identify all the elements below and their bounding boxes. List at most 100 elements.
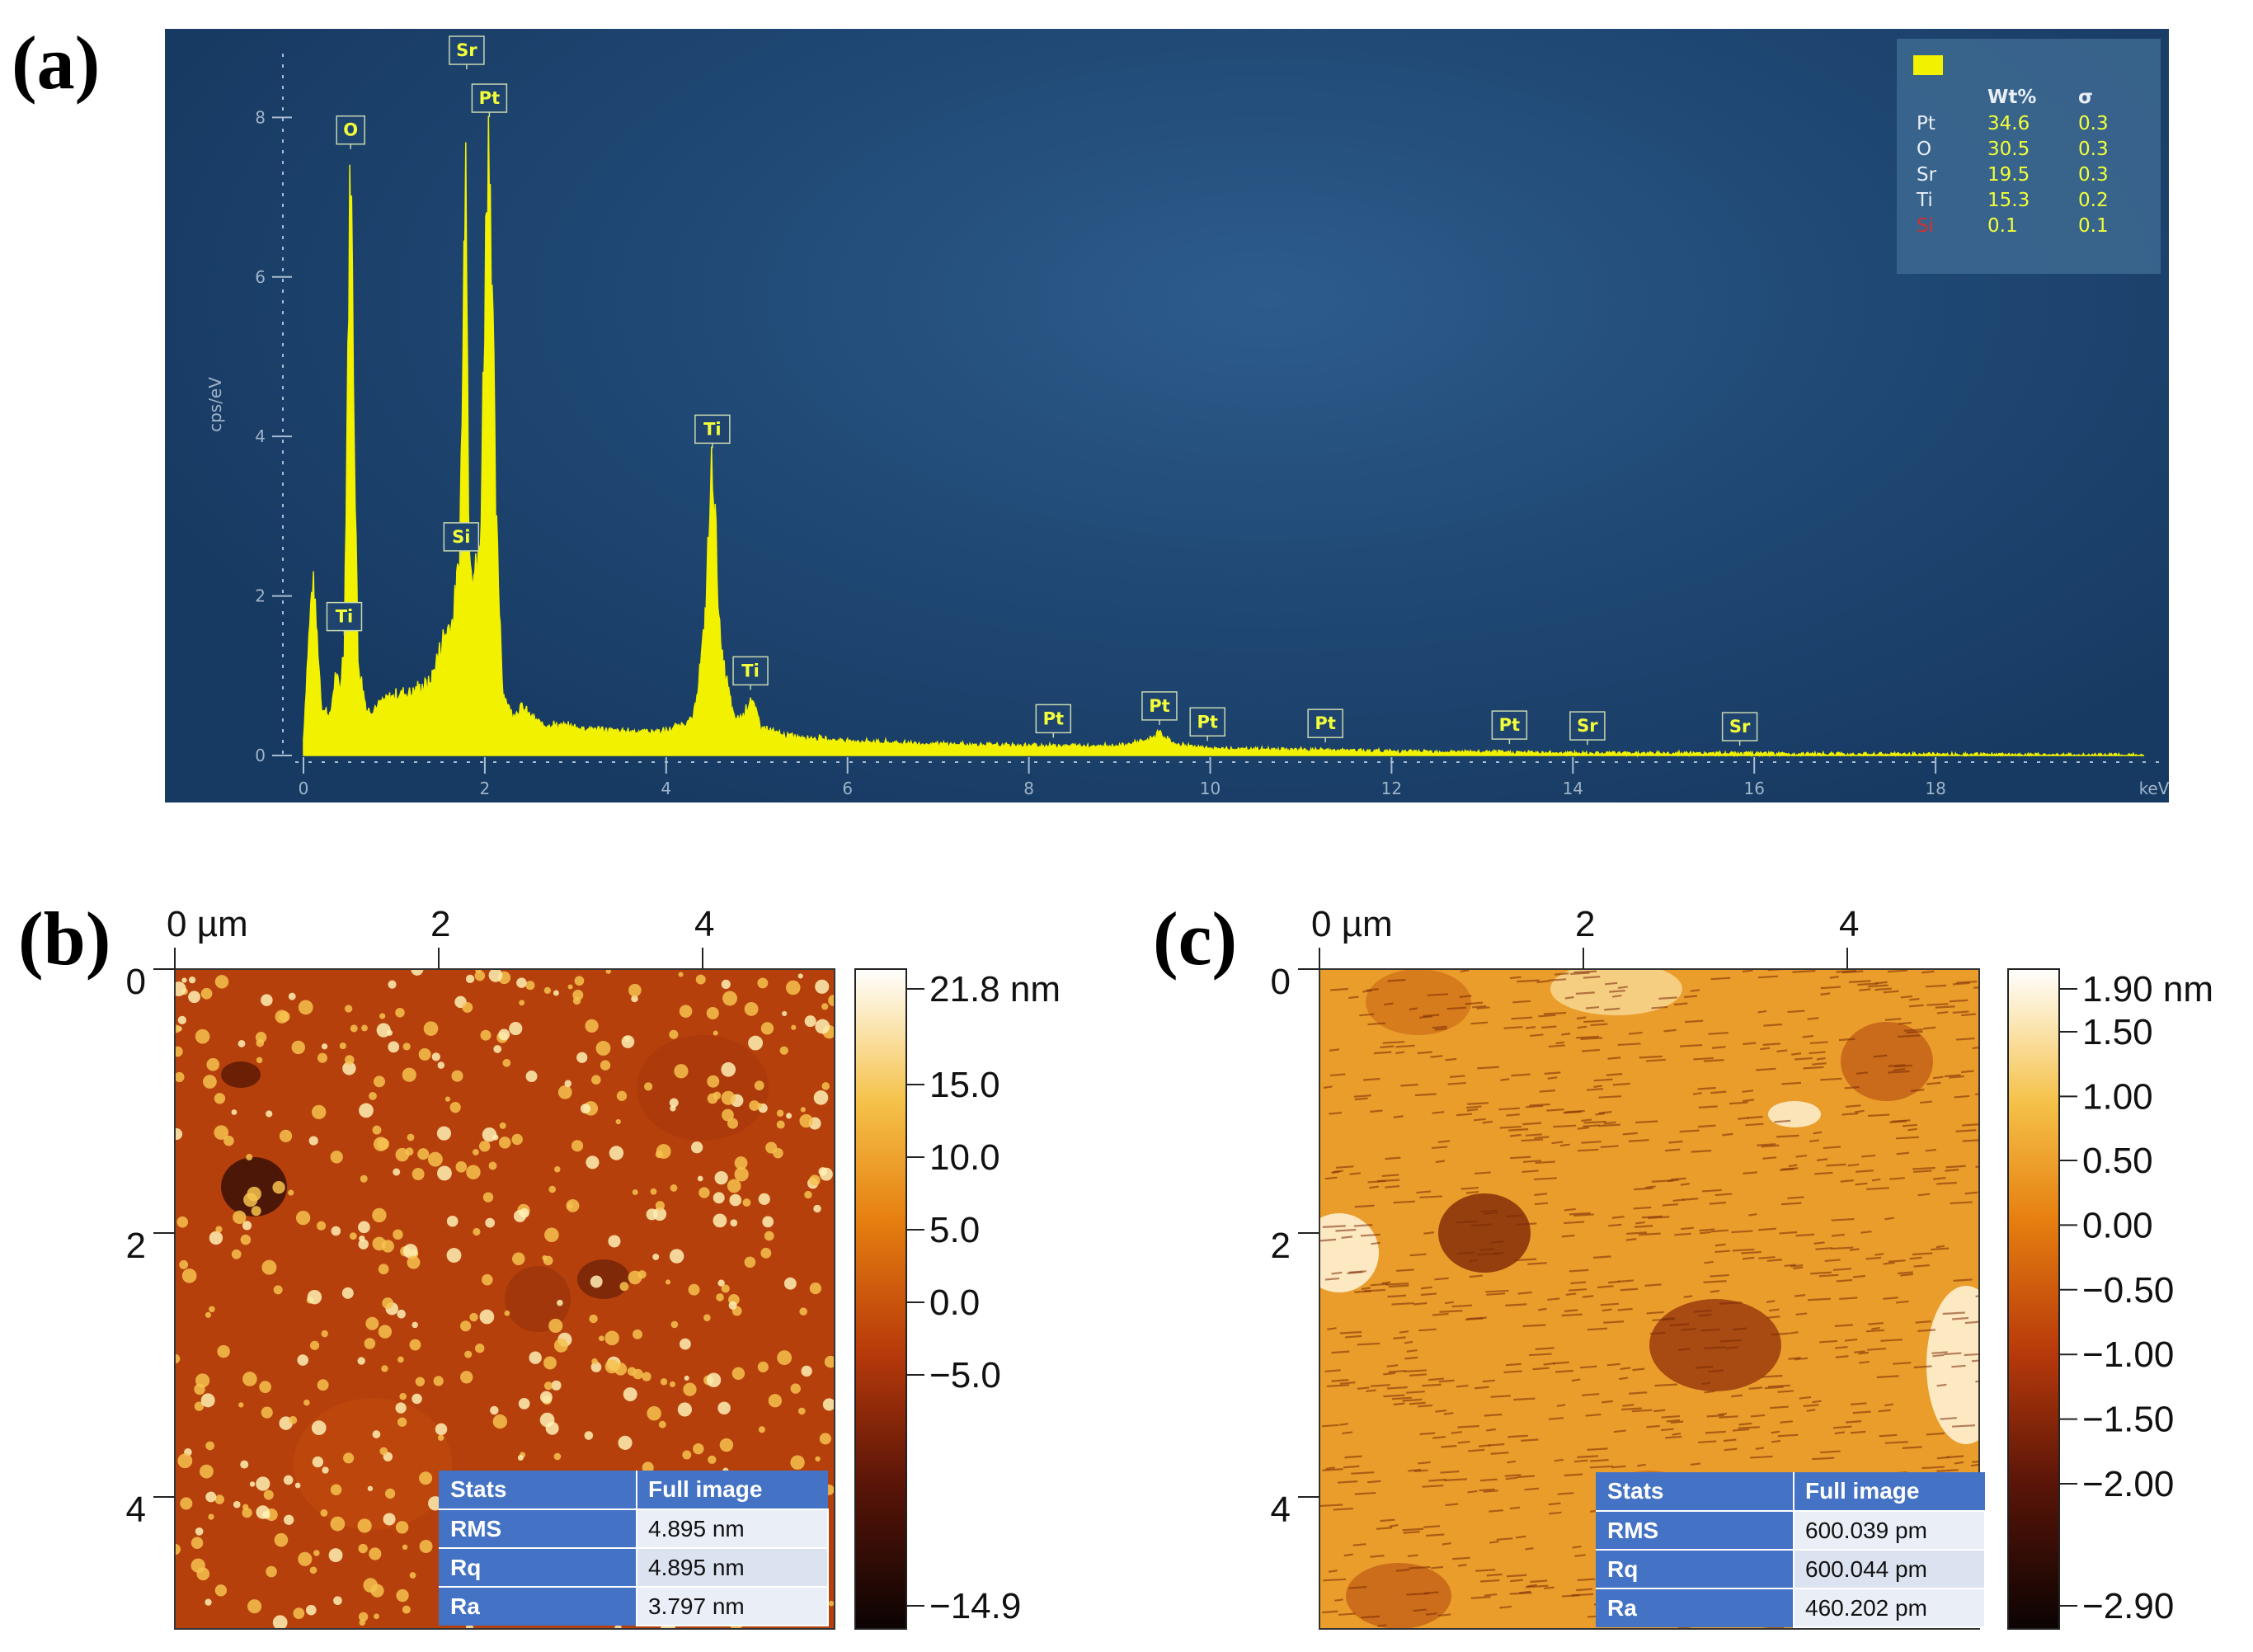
peak-label: Sr (1569, 711, 1606, 746)
colorbar-tick-label: −2.90 (2082, 1586, 2174, 1626)
peak-label: Ti (694, 414, 731, 449)
colorbar-tick-label: −2.00 (2082, 1464, 2174, 1504)
y-tick-label: 2 (255, 586, 266, 606)
legend-element: O (1917, 139, 1931, 160)
afm-image-b: 0 µm 2 4 0 2 4 21.8 nm 15.0 10.0 5.0 0.0 −5.0 −14.9 S… (126, 904, 1061, 1630)
peak-label-text: Sr (1729, 717, 1751, 737)
x-tick-label: 0 (299, 779, 309, 798)
colorbar-tick-label: 21.8 nm (929, 969, 1061, 1010)
colorbar-tick-label: −1.00 (2082, 1334, 2174, 1375)
legend-element: Ti (1916, 190, 1933, 211)
colorbar-tick-label: −14.9 (929, 1586, 1021, 1626)
peak-label-text: Sr (456, 40, 477, 60)
colorbar-tick-label: −5.0 (929, 1355, 1001, 1395)
x-tick-label: 10 (1200, 779, 1221, 798)
y-tick-label: 4 (126, 1490, 146, 1530)
colorbar-tick-label: 15.0 (929, 1065, 1000, 1105)
stats-header: Full image (648, 1476, 762, 1502)
colorbar-tick-label: −1.50 (2082, 1400, 2174, 1440)
stats-table: Stats Full image RMS 600.039 pm Rq 600.044 pm… (1596, 1472, 1986, 1628)
panel-label-a: (a) (12, 21, 101, 105)
colorbar-tick-label: 5.0 (929, 1210, 980, 1250)
legend-header: Wt% (1987, 87, 2036, 108)
y-tick-label: 2 (126, 1226, 146, 1266)
x-tick-label: 2 (1575, 904, 1595, 944)
y-axis-label: cps/eV (205, 377, 225, 432)
x-tick-label: 4 (694, 904, 714, 944)
legend-wt: 0.1 (1987, 215, 2018, 237)
peak-label: Ti (326, 601, 363, 636)
y-tick-label: 2 (1271, 1226, 1291, 1266)
x-tick-label: 4 (1839, 904, 1859, 944)
colorbar-tick-label: 10.0 (929, 1137, 1000, 1178)
colorbar-tick-label: 0.00 (2082, 1205, 2153, 1245)
x-tick-label: 6 (842, 779, 853, 798)
peak-label: Pt (1307, 708, 1343, 743)
stats-table: Stats Full image RMS 4.895 nm Rq 4.895 nm Ra 3.… (439, 1471, 829, 1626)
peak-label-text: Pt (1315, 713, 1335, 733)
y-tick-label: 4 (255, 426, 266, 446)
x-tick-label: 8 (1023, 779, 1034, 798)
panel-label-b: (b) (18, 897, 111, 981)
peak-label-text: Ti (741, 661, 760, 680)
stats-key: RMS (450, 1516, 501, 1541)
stats-value: 600.044 pm (1805, 1556, 1927, 1582)
peak-label: O (336, 115, 365, 149)
colorbar-tick-label: 1.90 nm (2082, 969, 2213, 1010)
y-tick-label: 8 (255, 107, 266, 127)
stats-key: Rq (450, 1555, 481, 1580)
legend-sigma: 0.1 (2078, 215, 2109, 237)
legend-element: Si (1917, 215, 1934, 237)
stats-key: RMS (1607, 1518, 1658, 1543)
colorbar-tick-label: 0.50 (2082, 1141, 2153, 1181)
stats-header: Full image (1805, 1478, 1919, 1504)
stats-header: Stats (1607, 1478, 1663, 1504)
x-tick-label: 16 (1743, 779, 1764, 798)
legend-sigma: 0.3 (2078, 113, 2109, 134)
peak-label-text: Pt (1499, 715, 1520, 735)
x-axis-label: keV (2139, 779, 2169, 798)
legend-swatch (1913, 55, 1943, 75)
peak-label-text: Pt (1197, 712, 1217, 732)
x-tick-label: 2 (430, 904, 450, 944)
legend-header: σ (2078, 87, 2093, 108)
legend-element: Pt (1917, 113, 1936, 134)
stats-value: 600.039 pm (1805, 1518, 1927, 1543)
peak-label-text: Si (452, 527, 470, 547)
peak-label-text: O (343, 120, 358, 140)
stats-value: 3.797 nm (648, 1593, 745, 1619)
eds-spectrum-chart: 0 2 4 6 8 cps/eV 0 2 4 6 8 10 12 14 16 18 keV O Sr Pt Ti Si Ti… (205, 35, 2169, 798)
stats-value: 4.895 nm (648, 1516, 745, 1541)
peak-label: Sr (1721, 712, 1758, 746)
colorbar-tick-label: 1.50 (2082, 1012, 2153, 1052)
colorbar-tick-label: −0.50 (2082, 1270, 2174, 1311)
stats-key: Rq (1607, 1556, 1638, 1582)
x-tick-label: 0 µm (1311, 904, 1393, 944)
legend-sigma: 0.3 (2078, 164, 2109, 186)
y-tick-label: 0 (255, 746, 266, 765)
colorbar-tick-label: 1.00 (2082, 1076, 2153, 1117)
peak-label: Pt (471, 83, 508, 118)
x-tick-label: 18 (1925, 779, 1945, 798)
y-tick-label: 0 (126, 962, 146, 1002)
stats-value: 460.202 pm (1805, 1595, 1927, 1621)
legend-wt: 19.5 (1987, 164, 2030, 186)
legend-sigma: 0.2 (2078, 190, 2109, 211)
y-tick-label: 4 (1271, 1490, 1291, 1530)
panel-label-c: (c) (1153, 897, 1238, 981)
peak-label-text: Pt (479, 88, 500, 108)
legend-wt: 34.6 (1987, 113, 2030, 134)
legend-wt: 30.5 (1987, 139, 2030, 160)
y-tick-label: 0 (1271, 962, 1291, 1002)
x-tick-label: 14 (1563, 779, 1583, 798)
peak-label-text: Pt (1043, 708, 1064, 728)
legend-sigma: 0.3 (2078, 139, 2109, 160)
legend: Wt% σ Pt 34.6 0.3 O 30.5 0.3 Sr 19.5 0.3 Ti 15.3 0.2 S… (1897, 39, 2161, 274)
peak-label: Pt (1189, 707, 1225, 741)
x-tick-label: 2 (480, 779, 491, 798)
legend-element: Sr (1917, 164, 1937, 186)
peak-label-text: Ti (336, 607, 354, 627)
colorbar (854, 968, 907, 1630)
y-tick-label: 6 (255, 267, 266, 287)
legend-wt: 15.3 (1987, 190, 2030, 211)
